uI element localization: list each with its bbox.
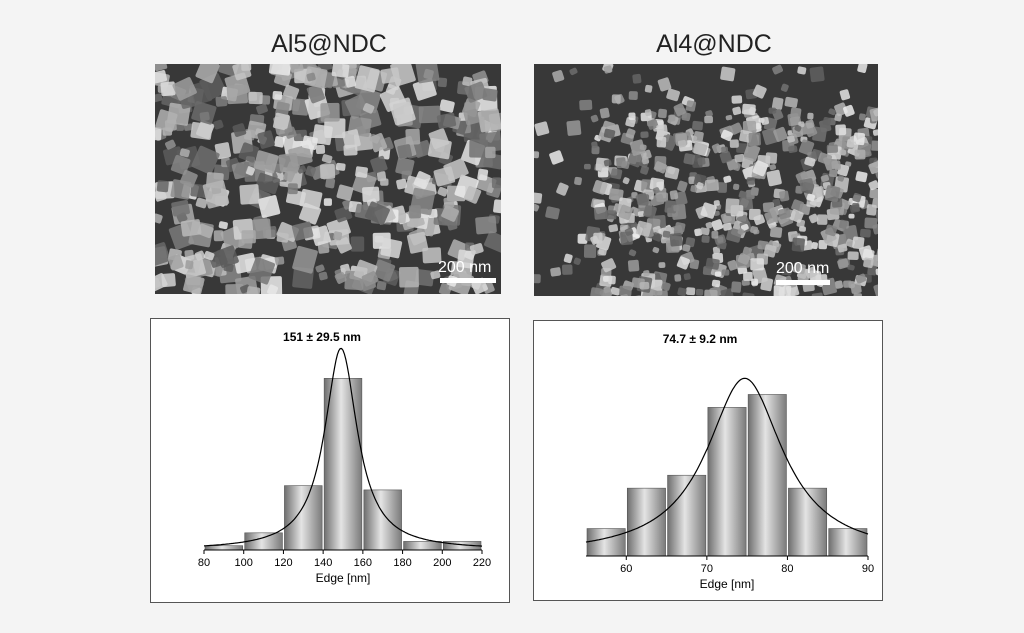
histogram-bar: [788, 487, 828, 557]
x-axis-label: Edge [nm]: [316, 571, 371, 585]
x-tick-label: 200: [433, 557, 451, 569]
histogram-left-svg: 80 100 120 140 160 180 200 220 151 ± 29.5 nm Edge…: [198, 330, 491, 585]
histogram-bar: [707, 407, 747, 557]
x-axis-label: Edge [nm]: [700, 577, 755, 591]
x-tick-label: 120: [274, 557, 292, 569]
scalebar-line-left: [440, 278, 496, 283]
x-tick-label: 80: [781, 563, 793, 575]
histogram-bar: [403, 541, 442, 551]
chart-title: 151 ± 29.5 nm: [283, 330, 361, 344]
sem-image-right: 200 nm: [534, 64, 878, 296]
scalebar-label-left: 200 nm: [438, 259, 492, 276]
x-tick-label: 140: [314, 557, 332, 569]
x-tick-label: 220: [473, 557, 491, 569]
chart-title: 74.7 ± 9.2 nm: [663, 332, 738, 346]
histogram-bar: [828, 528, 868, 557]
histogram-bar: [747, 394, 787, 557]
panel-title-right: Al4@NDC: [656, 30, 772, 58]
histogram-right-svg: 60 70 80 90 74.7 ± 9.2 nm Edge [nm]: [585, 332, 874, 591]
sem-image-left: 200 nm: [155, 64, 501, 294]
fit-curve: [585, 377, 869, 543]
fit-curve: [203, 347, 483, 547]
panel-title-left: Al5@NDC: [271, 30, 387, 58]
histogram-right: 60 70 80 90 74.7 ± 9.2 nm Edge [nm]: [533, 320, 883, 601]
x-tick-label: 180: [393, 557, 411, 569]
histogram-bar: [323, 378, 363, 551]
histogram-bar: [667, 474, 707, 557]
scalebar-label-right: 200 nm: [776, 260, 830, 277]
x-tick-label: 60: [620, 563, 632, 575]
histogram-bar: [204, 545, 244, 551]
histogram-bar: [626, 487, 666, 557]
histogram-bar: [284, 485, 323, 551]
scalebar-line-right: [776, 280, 830, 285]
x-tick-label: 90: [862, 563, 874, 575]
histogram-bar: [586, 528, 626, 557]
x-tick-label: 80: [198, 557, 210, 569]
x-tick-label: 70: [701, 563, 713, 575]
histogram-bar: [244, 532, 283, 551]
x-tick-label: 160: [354, 557, 372, 569]
histogram-bar: [363, 489, 402, 551]
x-tick-label: 100: [235, 557, 253, 569]
histogram-left: 80 100 120 140 160 180 200 220 151 ± 29.5 nm Edge…: [150, 318, 510, 603]
